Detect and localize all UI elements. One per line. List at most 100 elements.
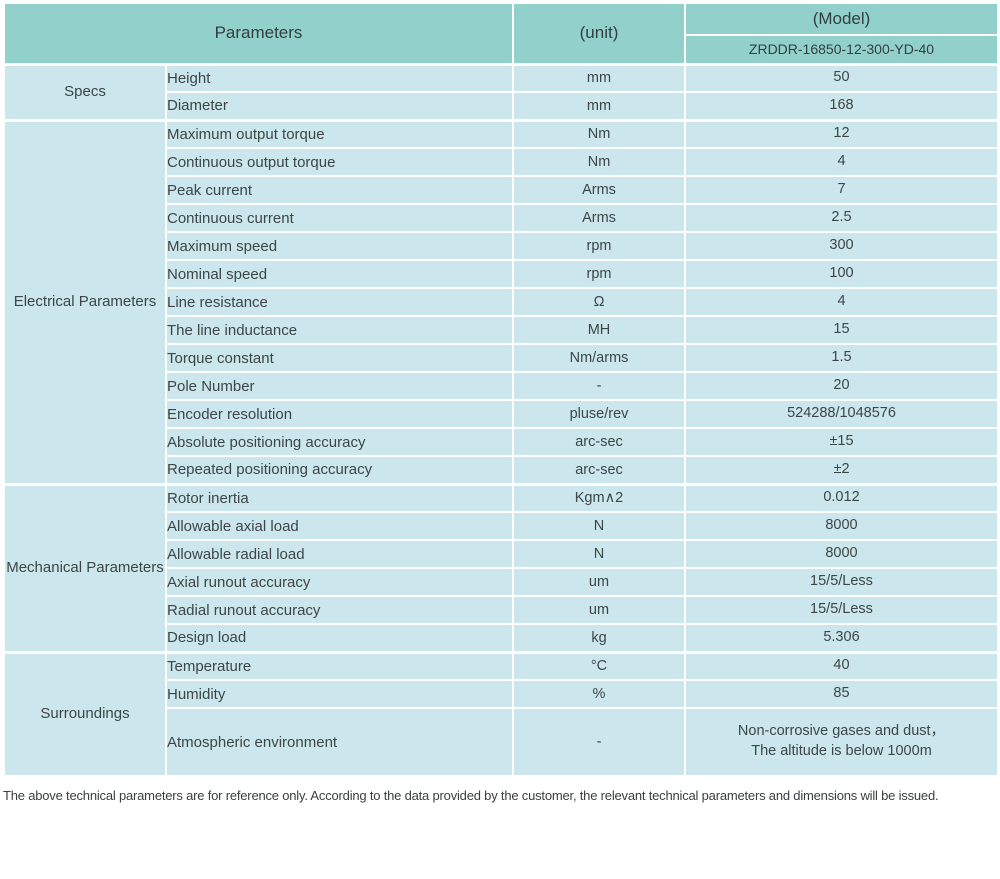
table-row: Maximum speed rpm 300: [4, 231, 999, 261]
parameter-cell: Absolute positioning accuracy: [165, 427, 514, 457]
unit-cell: Arms: [512, 175, 686, 205]
table-row: Specs Height mm 50: [3, 62, 999, 121]
table-row: Humidity% 85: [4, 679, 999, 709]
header-parameters: Parameters: [3, 2, 514, 65]
unit-cell: mm: [512, 62, 686, 93]
table-row: Continuous output torque Nm 4: [4, 147, 999, 177]
parameter-cell: The line inductance: [165, 315, 514, 345]
unit-cell: %: [512, 679, 686, 709]
value-cell: 15/5/Less: [684, 567, 999, 597]
parameter-cell: Maximum speed: [165, 231, 514, 261]
section-label: Surroundings: [3, 650, 167, 777]
unit-cell: Nm/arms: [512, 343, 686, 373]
unit-cell: N: [512, 539, 686, 569]
table-row: Repeated positioning accuracy arc-sec ±2: [4, 455, 999, 485]
unit-cell: Ω: [512, 287, 686, 317]
value-cell: 15: [684, 315, 999, 345]
parameter-cell: Maximum output torque: [165, 118, 514, 149]
value-cell: 20: [684, 371, 999, 401]
parameter-cell: Height: [165, 62, 514, 93]
parameter-cell: Allowable axial load: [165, 511, 514, 541]
unit-cell: arc-sec: [512, 455, 686, 485]
spec-table-body: Specs Height mm 50 Diameter mm 168 Electrical P…: [3, 62, 999, 777]
table-row: Peak current Arms 7: [4, 175, 999, 205]
value-cell: 8000: [684, 511, 999, 541]
section-label: Specs: [3, 62, 167, 121]
header-model-value: ZRDDR-16850-12-300-YD-40: [684, 34, 999, 65]
value-cell: 524288/1048576: [684, 399, 999, 429]
parameter-cell: Allowable radial load: [165, 539, 514, 569]
table-row: Diameter mm 168: [4, 91, 999, 121]
value-cell: 300: [684, 231, 999, 261]
unit-cell: pluse/rev: [512, 399, 686, 429]
unit-cell: -: [512, 371, 686, 401]
unit-cell: Kgm∧2: [512, 482, 686, 513]
value-cell: ±2: [684, 455, 999, 485]
unit-cell: Nm: [512, 147, 686, 177]
parameter-cell: Continuous output torque: [165, 147, 514, 177]
table-row: Torque constant Nm/arms 1.5: [4, 343, 999, 373]
unit-cell: um: [512, 595, 686, 625]
table-row: Nominal speed rpm 100: [4, 259, 999, 289]
parameter-cell: Temperature: [165, 650, 514, 681]
value-cell: 8000: [684, 539, 999, 569]
table-row: Mechanical Parameters Rotor inertia Kgm∧2 0…: [3, 482, 999, 653]
section-label: Mechanical Parameters: [3, 482, 167, 653]
value-cell: 0.012: [684, 482, 999, 513]
table-row: Design load kg 5.306: [4, 623, 999, 653]
parameter-cell: Nominal speed: [165, 259, 514, 289]
header-unit: (unit): [512, 2, 686, 65]
unit-cell: rpm: [512, 259, 686, 289]
value-cell: 40: [684, 650, 999, 681]
unit-cell: mm: [512, 91, 686, 121]
table-row: Surroundings Temperature °C 40: [3, 650, 999, 777]
table-row: The line inductance MH 15: [4, 315, 999, 345]
parameter-cell: Continuous current: [165, 203, 514, 233]
table-row: Atmospheric environment - Non-corrosive ga…: [4, 707, 999, 777]
value-cell: 85: [684, 679, 999, 709]
table-row: Electrical Parameters Maximum output torq…: [3, 118, 999, 485]
parameter-cell: Diameter: [165, 91, 514, 121]
value-cell: 1.5: [684, 343, 999, 373]
value-cell: 168: [684, 91, 999, 121]
table-row: Continuous current Arms 2.5: [4, 203, 999, 233]
table-row: Absolute positioning accuracy arc-sec ±15: [4, 427, 999, 457]
parameter-cell: Repeated positioning accuracy: [165, 455, 514, 485]
value-cell: 50: [684, 62, 999, 93]
value-cell: 4: [684, 287, 999, 317]
spec-table-header: Parameters (unit) (Model) ZRDDR-16850-12…: [3, 1, 999, 65]
unit-cell: MH: [512, 315, 686, 345]
value-cell: 4: [684, 147, 999, 177]
table-row: Axial runout accuracy um 15/5/Less: [4, 567, 999, 597]
unit-cell: kg: [512, 623, 686, 653]
parameter-cell: Pole Number: [165, 371, 514, 401]
parameter-cell: Torque constant: [165, 343, 514, 373]
table-row: Encoder resolution pluse/rev 524288/104857…: [4, 399, 999, 429]
value-cell: 5.306: [684, 623, 999, 653]
unit-cell: um: [512, 567, 686, 597]
table-row: Radial runout accuracy um 15/5/Less: [4, 595, 999, 625]
parameter-cell: Axial runout accuracy: [165, 567, 514, 597]
value-cell: 15/5/Less: [684, 595, 999, 625]
table-row: Allowable radial load N 8000: [4, 539, 999, 569]
parameter-cell: Design load: [165, 623, 514, 653]
parameter-cell: Atmospheric environment: [165, 707, 514, 777]
value-cell: ±15: [684, 427, 999, 457]
table-row: Pole Number -20: [4, 371, 999, 401]
unit-cell: arc-sec: [512, 427, 686, 457]
value-cell: 2.5: [684, 203, 999, 233]
parameter-cell: Radial runout accuracy: [165, 595, 514, 625]
footnote: The above technical parameters are for r…: [3, 788, 939, 803]
value-cell: 7: [684, 175, 999, 205]
parameter-cell: Line resistance: [165, 287, 514, 317]
parameter-cell: Rotor inertia: [165, 482, 514, 513]
table-row: Allowable axial load N 8000: [4, 511, 999, 541]
header-model-label: (Model): [684, 1, 999, 37]
parameter-cell: Peak current: [165, 175, 514, 205]
unit-cell: -: [512, 707, 686, 777]
section-label: Electrical Parameters: [3, 118, 167, 485]
unit-cell: Nm: [512, 118, 686, 149]
unit-cell: Arms: [512, 203, 686, 233]
value-cell: 12: [684, 118, 999, 149]
